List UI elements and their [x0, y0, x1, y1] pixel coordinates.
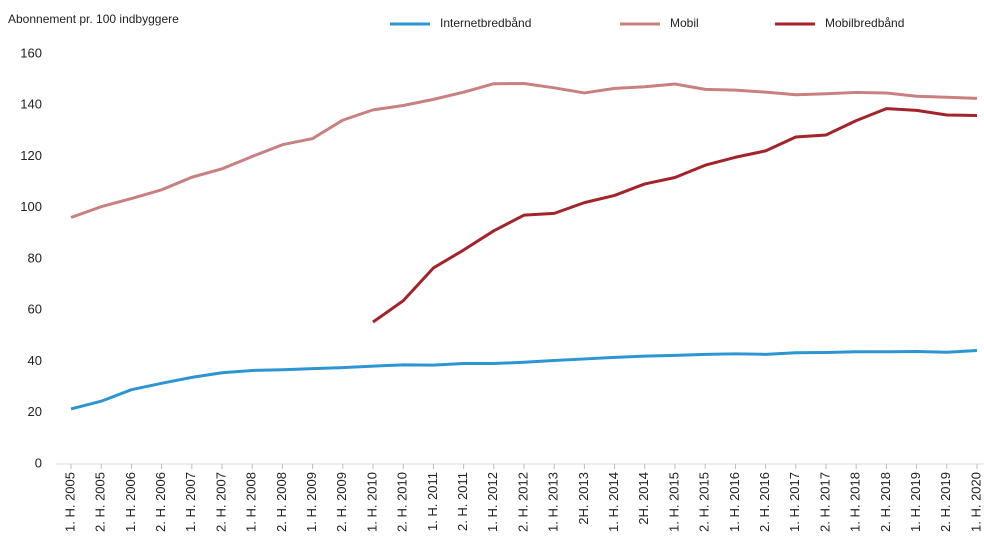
x-tick-label: 1. H. 2009 — [304, 472, 319, 532]
x-tick-label: 1. H. 2015 — [666, 472, 681, 532]
y-tick-label: 80 — [28, 250, 42, 265]
y-tick-label: 40 — [28, 353, 42, 368]
legend-label: Mobil — [670, 16, 699, 30]
x-tick-label: 2. H. 2012 — [515, 472, 530, 532]
line — [70, 81, 978, 219]
y-tick-label: 160 — [20, 45, 42, 60]
x-tick-label: 1. H. 2016 — [727, 472, 742, 532]
x-tick-label: 1. H. 2013 — [546, 472, 561, 532]
x-tick-label: 2. H. 2017 — [817, 472, 832, 532]
legend-label: Internetbredbånd — [440, 16, 531, 30]
x-tick-label: 2H. 2013 — [576, 472, 591, 525]
x-tick-label: 1. H. 2014 — [606, 472, 621, 532]
x-tick-label: 1. H. 2017 — [787, 472, 802, 532]
x-tick-label: 1. H. 2020 — [968, 472, 983, 532]
x-tick-label: 1. H. 2010 — [364, 472, 379, 532]
x-tick-label: 2. H. 2010 — [395, 472, 410, 532]
x-tick-label: 2. H. 2011 — [455, 472, 470, 531]
x-tick-label: 1. H. 2019 — [908, 472, 923, 532]
x-tick-label: 1. H. 2007 — [183, 472, 198, 532]
x-tick-label: 2. H. 2006 — [153, 472, 168, 532]
x-tick-label: 1. H. 2006 — [123, 472, 138, 532]
x-tick-label: 1. H. 2012 — [485, 472, 500, 532]
y-tick-label: 0 — [35, 455, 42, 470]
x-tick-label: 2. H. 2018 — [878, 472, 893, 532]
y-tick-label: 100 — [20, 199, 42, 214]
legend-label: Mobilbredbånd — [825, 16, 904, 30]
y-tick-label: 20 — [28, 404, 42, 419]
x-tick-label: 2. H. 2007 — [213, 472, 228, 532]
x-tick-label: 2. H. 2016 — [757, 472, 772, 532]
x-tick-label: 2. H. 2019 — [938, 472, 953, 532]
x-tick-label: 1. H. 2018 — [848, 472, 863, 532]
x-tick-label: 2. H. 2015 — [697, 472, 712, 532]
x-tick-label: 2. H. 2008 — [274, 472, 289, 532]
x-tick-label: 2. H. 2005 — [93, 472, 108, 532]
y-tick-label: 140 — [20, 97, 42, 112]
x-tick-label: 1. H. 2008 — [244, 472, 259, 532]
x-tick-label: 1. H. 2005 — [62, 472, 77, 532]
x-tick-label: 1. H. 2011 — [425, 472, 440, 531]
y-tick-label: 120 — [20, 148, 42, 163]
y-tick-label: 60 — [28, 302, 42, 317]
line — [372, 107, 978, 324]
line — [70, 348, 978, 411]
x-tick-label: 2. H. 2009 — [334, 472, 349, 532]
x-tick-label: 2H. 2014 — [636, 472, 651, 525]
y-axis-label: Abonnement pr. 100 indbyggere — [8, 12, 179, 26]
